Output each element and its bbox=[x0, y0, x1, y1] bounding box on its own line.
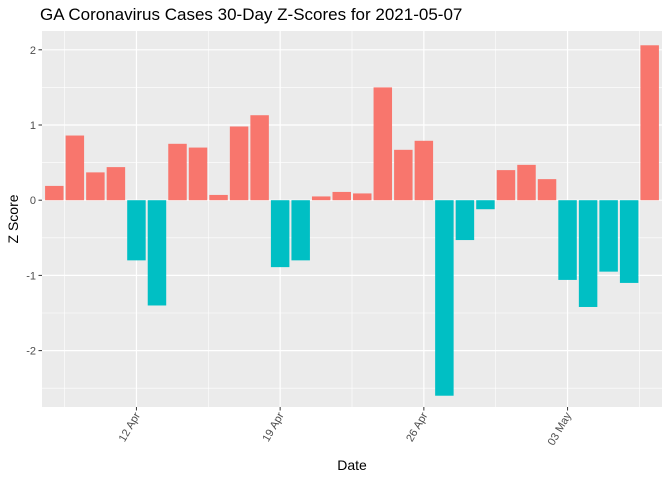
bar-2021-04-20 bbox=[291, 200, 310, 261]
bar-2021-04-18 bbox=[250, 115, 269, 201]
bar-2021-05-06 bbox=[619, 200, 639, 283]
bar-2021-04-21 bbox=[311, 196, 331, 201]
x-axis-title: Date bbox=[337, 457, 367, 473]
bar-2021-04-24 bbox=[373, 87, 393, 201]
bar-2021-04-22 bbox=[332, 191, 351, 201]
bar-2021-04-12 bbox=[127, 200, 146, 261]
x-tick-label: 12 Apr bbox=[117, 410, 143, 444]
x-tick-label: 19 Apr bbox=[260, 410, 286, 444]
y-axis: -2 -1 0 1 2 bbox=[26, 45, 42, 358]
bar-2021-04-17 bbox=[229, 126, 249, 201]
bar-2021-04-09 bbox=[65, 135, 85, 201]
x-tick-label: 03 May bbox=[546, 410, 575, 448]
bar-2021-04-15 bbox=[188, 147, 208, 201]
bar-2021-04-08 bbox=[45, 185, 64, 201]
y-tick-label: -1 bbox=[26, 270, 36, 282]
y-tick-label: 2 bbox=[30, 45, 36, 57]
bar-2021-05-04 bbox=[578, 200, 598, 307]
bar-2021-04-10 bbox=[86, 172, 105, 201]
bar-2021-04-25 bbox=[394, 149, 413, 201]
minor-gridlines bbox=[42, 31, 662, 407]
y-axis-title: Z Score bbox=[5, 194, 21, 243]
bar-2021-04-28 bbox=[455, 200, 475, 241]
bar-2021-04-14 bbox=[168, 143, 187, 201]
bar-2021-05-07 bbox=[640, 45, 659, 201]
bar-2021-04-23 bbox=[353, 193, 372, 201]
bar-2021-04-26 bbox=[414, 140, 434, 201]
bar-2021-04-29 bbox=[476, 200, 495, 210]
chart-title: GA Coronavirus Cases 30-Day Z-Scores for… bbox=[40, 5, 463, 24]
bar-2021-04-30 bbox=[496, 170, 516, 201]
bar-2021-05-01 bbox=[517, 164, 536, 201]
bar-2021-04-16 bbox=[209, 194, 228, 201]
y-tick-label: -2 bbox=[26, 346, 36, 358]
bar-2021-04-27 bbox=[435, 200, 454, 396]
y-tick-label: 0 bbox=[30, 195, 36, 207]
bar-2021-04-13 bbox=[147, 200, 167, 306]
y-tick-label: 1 bbox=[30, 120, 36, 132]
bars bbox=[45, 45, 659, 396]
bar-2021-04-11 bbox=[106, 167, 126, 201]
bar-2021-04-19 bbox=[270, 200, 290, 268]
bar-2021-05-02 bbox=[537, 179, 557, 201]
x-tick-label: 26 Apr bbox=[404, 410, 430, 444]
x-axis: 12 Apr 19 Apr 26 Apr 03 May bbox=[117, 407, 575, 448]
bar-2021-05-03 bbox=[558, 200, 577, 280]
bar-2021-05-05 bbox=[599, 200, 618, 272]
